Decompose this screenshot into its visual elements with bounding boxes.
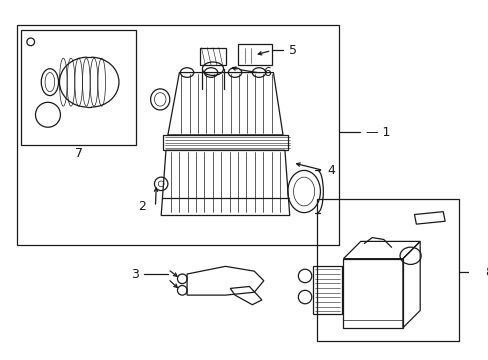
Text: 4: 4	[326, 164, 334, 177]
Text: 5: 5	[288, 44, 296, 57]
Bar	[199, 48, 226, 65]
Text: 2: 2	[138, 201, 145, 213]
Text: 3: 3	[131, 267, 139, 280]
Bar	[21, 30, 136, 145]
Bar	[17, 24, 338, 245]
Text: 7: 7	[75, 147, 82, 159]
Text: 8: 8	[485, 266, 488, 279]
Bar	[238, 44, 271, 65]
Text: — 1: — 1	[366, 126, 390, 139]
Bar	[343, 259, 402, 328]
Text: 6: 6	[262, 66, 270, 79]
Bar	[312, 266, 341, 314]
Bar	[163, 135, 287, 150]
Bar	[316, 199, 458, 341]
